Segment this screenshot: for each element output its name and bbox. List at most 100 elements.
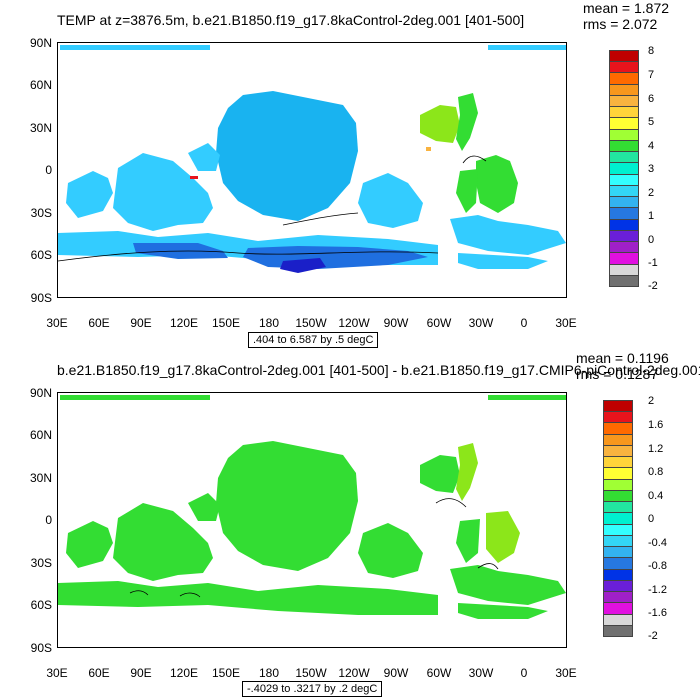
colorbar-label: 1.2 xyxy=(648,443,664,455)
x-tick-label: 0 xyxy=(520,316,528,330)
east-pacific-region xyxy=(358,173,423,228)
bottom-map-canvas xyxy=(58,395,566,619)
colorbar-label: 8 xyxy=(648,45,655,57)
bottom-colorbar xyxy=(603,400,633,637)
south-atlantic-south xyxy=(458,253,548,269)
north-atlantic-region xyxy=(456,93,478,151)
colorbar-label: 2 xyxy=(648,187,655,199)
arctic-strip xyxy=(60,395,210,400)
x-tick-label: 120E xyxy=(169,666,199,680)
y-tick-label: 60S xyxy=(30,598,52,612)
x-tick-label: 120E xyxy=(169,316,199,330)
arctic-strip xyxy=(488,395,566,400)
bottom-mean-label: mean = 0.1196 xyxy=(576,350,669,366)
y-tick-label: 0 xyxy=(45,163,52,177)
contour-line xyxy=(477,563,499,570)
arctic-strip xyxy=(488,45,566,50)
colorbar-swatch xyxy=(609,274,639,287)
colorbar-label: 0 xyxy=(648,234,655,246)
colorbar-label: 7 xyxy=(648,69,655,81)
top-rms-label: rms = 2.072 xyxy=(583,16,658,32)
top-colorbar xyxy=(609,50,639,287)
colorbar-label: -1.2 xyxy=(648,584,667,596)
x-tick-label: 30E xyxy=(46,316,68,330)
y-tick-label: 30S xyxy=(30,556,52,570)
south-atlantic-region xyxy=(456,169,478,213)
colorbar-label: -2 xyxy=(648,630,658,642)
contour-line xyxy=(58,250,439,262)
top-map-panel: TEMP at z=3876.5m, b.e21.B1850.f19_g17.8… xyxy=(29,0,670,348)
bottom-map-panel: b.e21.B1850.f19_g17.8kaControl-2deg.001 … xyxy=(0,350,700,700)
top-mean-label: mean = 1.872 xyxy=(583,0,670,16)
x-tick-label: 60W xyxy=(426,316,452,330)
x-tick-label: 60W xyxy=(426,666,452,680)
y-tick-label: 60N xyxy=(29,428,52,442)
contour-line xyxy=(282,212,359,226)
indian-ocean-region xyxy=(113,153,213,231)
x-tick-label: 30E xyxy=(555,666,577,680)
pacific-region xyxy=(216,91,358,221)
indian-ocean-region xyxy=(113,503,213,581)
top-map-plot xyxy=(57,42,567,298)
tropical-atlantic-region xyxy=(476,155,518,213)
south-atlantic-south xyxy=(458,603,548,619)
tropical-atlantic-lime xyxy=(486,511,520,563)
south-atlantic-region xyxy=(456,519,480,563)
y-tick-label: 90S xyxy=(30,641,52,655)
warm-spot xyxy=(190,176,198,179)
maritime-region xyxy=(188,143,220,171)
bottom-map-plot xyxy=(57,392,567,648)
x-tick-label: 30W xyxy=(468,666,494,680)
colorbar-label: 2 xyxy=(648,395,655,407)
x-tick-label: 60E xyxy=(88,316,110,330)
north-atlantic-lime xyxy=(456,443,478,501)
top-contour-range-label: .404 to 6.587 by .5 degC xyxy=(248,332,379,348)
x-tick-label: 150W xyxy=(295,316,327,330)
y-tick-label: 30N xyxy=(29,121,52,135)
x-tick-label: 180 xyxy=(258,666,280,680)
colorbar-label: -0.8 xyxy=(648,560,667,572)
west-indian-region xyxy=(66,521,113,568)
east-pacific-region xyxy=(358,523,423,578)
south-atlantic-east xyxy=(450,565,566,605)
top-map-title: TEMP at z=3876.5m, b.e21.B1850.f19_g17.8… xyxy=(57,12,525,28)
top-map-canvas xyxy=(58,45,566,273)
y-tick-label: 90N xyxy=(29,386,52,400)
north-atlantic-region xyxy=(420,455,460,493)
colorbar-label: 4 xyxy=(648,140,655,152)
x-tick-label: 150W xyxy=(295,666,327,680)
pacific-region xyxy=(216,441,358,571)
x-tick-label: 150E xyxy=(211,666,241,680)
y-tick-label: 90S xyxy=(30,291,52,305)
antarctic-deep xyxy=(280,258,326,273)
x-tick-label: 60E xyxy=(88,666,110,680)
x-tick-label: 30W xyxy=(468,316,494,330)
contour-line xyxy=(462,155,487,164)
colorbar-swatch xyxy=(603,624,633,637)
arctic-strip xyxy=(60,45,210,50)
y-tick-label: 30S xyxy=(30,206,52,220)
x-tick-label: 90W xyxy=(383,316,409,330)
contour-line xyxy=(435,498,467,508)
colorbar-label: 1 xyxy=(648,210,655,222)
x-tick-label: 150E xyxy=(211,316,241,330)
colorbar-label: 1.6 xyxy=(648,419,664,431)
maritime-region xyxy=(188,493,220,521)
bottom-map-title: b.e21.B1850.f19_g17.8kaControl-2deg.001 … xyxy=(57,362,700,378)
colorbar-label: 0.8 xyxy=(648,466,664,478)
bottom-contour-range-label: -.4029 to .3217 by .2 degC xyxy=(242,681,383,697)
x-tick-label: 90E xyxy=(130,666,152,680)
x-tick-label: 30E xyxy=(46,666,68,680)
colorbar-label: 0 xyxy=(648,513,655,525)
colorbar-label: 3 xyxy=(648,163,655,175)
y-tick-label: 60S xyxy=(30,248,52,262)
x-tick-label: 120W xyxy=(338,316,370,330)
colorbar-label: -1.6 xyxy=(648,607,667,619)
colorbar-label: -1 xyxy=(648,257,658,269)
x-tick-label: 180 xyxy=(258,316,280,330)
contour-line xyxy=(129,590,149,596)
warm-spot xyxy=(426,147,431,151)
colorbar-label: -0.4 xyxy=(648,537,667,549)
y-tick-label: 60N xyxy=(29,78,52,92)
colorbar-label: 6 xyxy=(648,93,655,105)
